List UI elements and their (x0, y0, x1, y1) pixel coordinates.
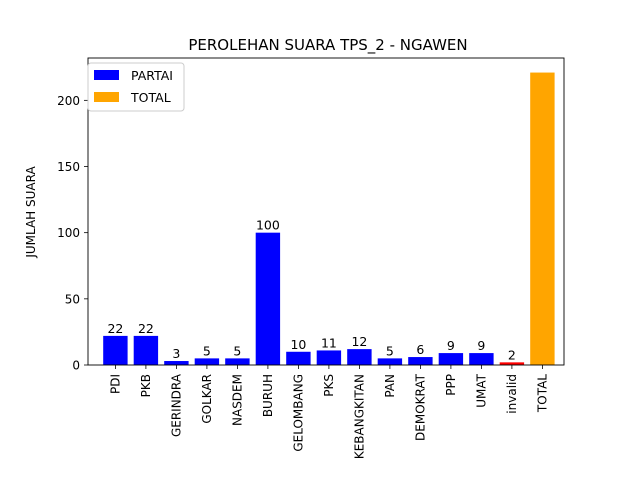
x-tick-label-invalid: invalid (505, 374, 519, 414)
data-label-ppp: 9 (447, 338, 455, 353)
legend-swatch-partai (94, 70, 119, 80)
x-tick-label-demokrat: DEMOKRAT (413, 373, 427, 441)
bar-gelombang (286, 351, 311, 365)
x-tick-label-pdi: PDI (108, 374, 122, 394)
y-tick-label-50: 50 (65, 292, 80, 306)
bar-pan (377, 358, 403, 365)
data-label-kebangkitan: 12 (351, 334, 367, 349)
data-label-golkar: 5 (203, 343, 211, 358)
x-tick-label-kebangkitan: KEBANGKITAN (352, 374, 366, 459)
data-label-umat: 9 (477, 338, 485, 353)
x-tick-label-pks: PKS (322, 374, 336, 397)
legend-label-total: TOTAL (130, 90, 171, 105)
data-label-pkb: 22 (138, 321, 154, 336)
y-axis: 0 50 100 150 200 (57, 94, 88, 373)
bar-pdi (103, 335, 128, 365)
x-tick-label-golkar: GOLKAR (200, 374, 214, 424)
x-tick-label-umat: UMAT (474, 373, 488, 407)
bar-total (530, 72, 555, 365)
legend: PARTAI TOTAL (87, 62, 185, 112)
x-tick-label-gerindra: GERINDRA (169, 373, 183, 437)
bar-golkar (194, 358, 220, 365)
bar-umat (469, 353, 494, 365)
x-tick-label-gelombang: GELOMBANG (291, 374, 305, 452)
bar-nasdem (225, 358, 250, 365)
data-label-gerindra: 3 (172, 346, 180, 361)
data-label-gelombang: 10 (290, 337, 306, 352)
legend-swatch-total (94, 92, 119, 102)
bars-group (103, 72, 555, 365)
data-label-buruh: 100 (256, 218, 280, 233)
data-label-pan: 5 (386, 343, 394, 358)
bar-pks (316, 350, 342, 365)
y-tick-label-0: 0 (72, 359, 80, 373)
data-label-pks: 11 (321, 335, 337, 350)
y-tick-label-100: 100 (57, 226, 80, 240)
x-axis: PDI PKB GERINDRA GOLKAR NASDEM BURUH GELOMBANG… (108, 365, 549, 459)
data-label-nasdem: 5 (233, 343, 241, 358)
data-labels-group: 22 22 3 5 5 100 10 11 12 5 6 9 9 2 (107, 218, 515, 363)
data-label-invalid: 2 (508, 347, 516, 362)
bar-pkb (133, 335, 159, 365)
bar-ppp (438, 353, 464, 365)
bar-invalid (499, 362, 525, 365)
y-tick-label-150: 150 (57, 160, 80, 174)
x-tick-label-pan: PAN (383, 374, 397, 398)
data-label-pdi: 22 (107, 321, 123, 336)
bar-buruh (255, 232, 281, 365)
x-tick-label-total: TOTAL (535, 374, 549, 413)
chart-title: PEROLEHAN SUARA TPS_2 - NGAWEN (188, 36, 467, 55)
data-label-demokrat: 6 (416, 342, 424, 357)
x-tick-label-ppp: PPP (444, 374, 458, 396)
x-tick-label-nasdem: NASDEM (230, 374, 244, 426)
x-tick-label-pkb: PKB (139, 374, 153, 397)
plot-frame (87, 57, 565, 366)
bar-gerindra (164, 361, 189, 365)
y-tick-label-200: 200 (57, 94, 80, 108)
bar-demokrat (408, 357, 433, 365)
bar-kebangkitan (347, 349, 372, 365)
y-axis-label: JUMLAH SUARA (24, 166, 38, 259)
legend-label-partai: PARTAI (131, 68, 173, 83)
x-tick-label-buruh: BURUH (261, 374, 275, 417)
